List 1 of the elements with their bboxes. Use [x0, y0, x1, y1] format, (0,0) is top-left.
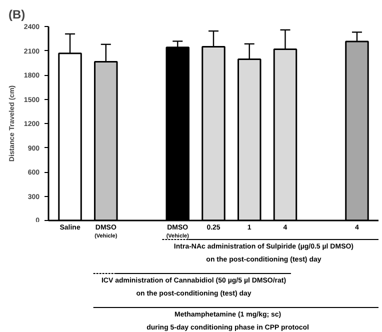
chart-title: (B) [8, 8, 26, 22]
